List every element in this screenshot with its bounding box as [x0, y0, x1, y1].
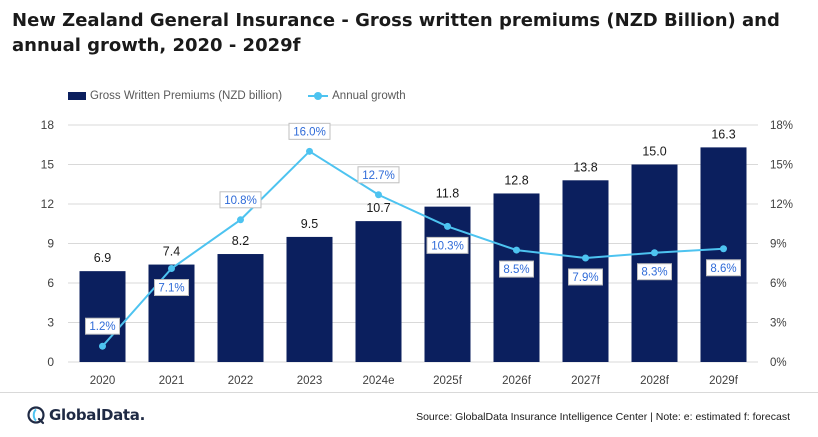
y-right-tick-label: 0% — [770, 357, 787, 369]
x-tick-label: 2021 — [159, 375, 185, 387]
growth-value-label: 16.0% — [293, 126, 326, 138]
x-tick-label: 2023 — [297, 375, 323, 387]
x-tick-label: 2028f — [640, 375, 670, 387]
growth-label-box — [219, 191, 262, 209]
growth-label-box — [154, 279, 189, 297]
growth-label-box — [568, 268, 603, 286]
y-right-tick-label: 18% — [770, 120, 793, 132]
y-right-tick-label: 12% — [770, 199, 793, 211]
growth-point — [168, 265, 175, 273]
bar-value-label: 12.8 — [504, 173, 528, 187]
bar-value-label: 13.8 — [573, 160, 597, 174]
growth-point — [720, 245, 727, 253]
x-tick-label: 2022 — [228, 375, 254, 387]
growth-value-label: 8.6% — [710, 263, 736, 275]
bar-value-label: 8.2 — [232, 234, 249, 248]
chart-title: New Zealand General Insurance - Gross wr… — [12, 10, 780, 56]
growth-label-box — [637, 263, 672, 281]
growth-value-label: 8.5% — [503, 264, 529, 276]
y-left-tick-label: 0 — [47, 355, 54, 369]
bar — [286, 236, 333, 362]
bar-value-label: 6.9 — [94, 251, 111, 265]
footer-divider — [0, 392, 818, 393]
y-right-tick-label: 3% — [770, 318, 787, 330]
growth-series-line — [101, 150, 724, 347]
legend-label-premiums: Gross Written Premiums (NZD billion) — [90, 90, 283, 102]
globaldata-logo-icon — [27, 406, 45, 425]
bar-value-label: 16.3 — [711, 127, 735, 141]
legend: Gross Written Premiums (NZD billion) Ann… — [68, 88, 432, 104]
growth-label-box — [288, 122, 331, 140]
growth-label-box — [426, 236, 469, 254]
growth-value-label: 10.3% — [431, 240, 464, 252]
bar — [493, 193, 540, 362]
y-left-tick-label: 15 — [41, 158, 55, 172]
growth-point — [444, 222, 451, 230]
x-tick-label: 2020 — [90, 375, 116, 387]
x-tick-label: 2026f — [502, 375, 532, 387]
y-right-tick-label: 9% — [770, 239, 787, 251]
growth-label-box — [706, 259, 741, 277]
growth-label-box — [85, 317, 120, 335]
growth-label-box — [499, 260, 534, 278]
y-left-tick-label: 6 — [47, 276, 54, 290]
y-left-tick-label: 18 — [41, 118, 55, 132]
growth-point — [99, 342, 106, 350]
y-left-tick-label: 9 — [47, 237, 54, 251]
growth-point — [306, 147, 313, 155]
growth-value-label: 10.8% — [224, 195, 257, 207]
bar-value-label: 11.8 — [436, 187, 459, 201]
globaldata-logo: GlobalData. — [26, 405, 145, 425]
chart-plot: 0 3 6 9 12 15 18 0% 3% 6% 9% 12% 15% 18% 6.9 7.4 8.2 9.5 1… — [41, 118, 793, 387]
growth-value-label: 8.3% — [641, 267, 667, 279]
x-tick-label: 2024e — [363, 375, 395, 387]
growth-value-label: 7.9% — [572, 272, 598, 284]
growth-point — [582, 254, 589, 262]
source-note: Source: GlobalData Insurance Intelligenc… — [416, 411, 790, 423]
legend-label-growth: Annual growth — [332, 90, 406, 102]
y-left-tick-label: 12 — [41, 197, 55, 211]
bar — [424, 206, 471, 362]
x-tick-label: 2027f — [571, 375, 601, 387]
globaldata-logo-text: GlobalData. — [49, 406, 146, 424]
x-tick-label: 2025f — [433, 375, 463, 387]
bar-value-label: 15.0 — [642, 145, 666, 159]
growth-value-label: 7.1% — [158, 283, 184, 295]
bar-value-label: 9.5 — [301, 217, 318, 231]
bar — [355, 221, 402, 362]
bar-value-label: 10.7 — [366, 201, 390, 215]
legend-swatch-bar — [68, 92, 86, 100]
growth-point — [237, 216, 244, 224]
growth-value-label: 1.2% — [89, 321, 115, 333]
y-right-tick-label: 6% — [770, 278, 787, 290]
growth-point — [513, 246, 520, 254]
legend-item-premiums: Gross Written Premiums (NZD billion) — [68, 90, 282, 102]
growth-label-box — [357, 166, 400, 184]
bar-value-label: 7.4 — [163, 245, 180, 259]
legend-item-growth: Annual growth — [308, 90, 406, 102]
y-right-tick-label: 15% — [770, 160, 793, 172]
growth-point — [651, 249, 658, 257]
x-tick-label: 2029f — [709, 375, 739, 387]
growth-value-label: 12.7% — [362, 170, 395, 182]
y-left-tick-label: 3 — [47, 316, 54, 330]
growth-point — [375, 191, 382, 199]
bar — [217, 254, 264, 362]
legend-swatch-line — [308, 92, 329, 100]
bar — [700, 147, 747, 362]
